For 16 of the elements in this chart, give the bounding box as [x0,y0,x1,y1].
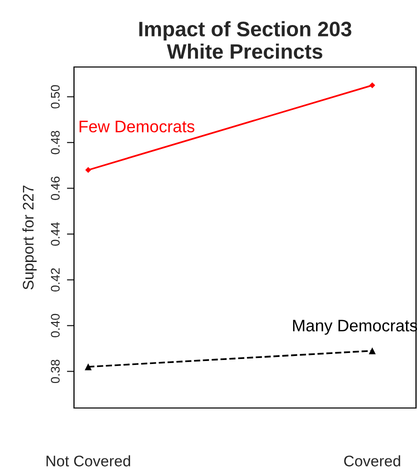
point [85,167,92,173]
chart-title: Impact of Section 203 White Precincts [139,21,352,59]
x-tick-label: Covered [344,455,400,466]
y-tick-label: 0.40 [50,314,60,338]
y-tick-label: 0.50 [50,85,60,108]
series-label: Few Democrats [80,120,194,132]
y-tick-label: 0.38 [50,360,60,384]
point [369,82,376,88]
point [84,363,92,370]
y-axis-title: Support for 227 [22,186,37,290]
y-tick-label: 0.46 [50,176,60,200]
y-tick-label: 0.42 [50,268,60,292]
x-tick-label: Not Covered [46,455,130,466]
point [368,347,376,354]
y-tick-label: 0.44 [50,222,60,246]
y-tick-label: 0.48 [50,130,60,154]
